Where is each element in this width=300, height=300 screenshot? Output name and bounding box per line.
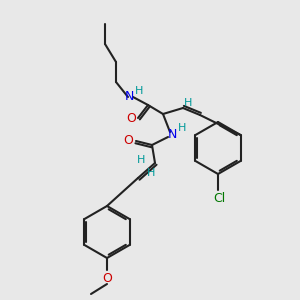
Text: Cl: Cl (213, 191, 225, 205)
Text: H: H (147, 168, 155, 178)
Text: O: O (126, 112, 136, 125)
Text: O: O (102, 272, 112, 284)
Text: H: H (178, 123, 186, 133)
Text: H: H (135, 86, 143, 96)
Text: N: N (124, 91, 134, 103)
Text: N: N (167, 128, 177, 140)
Text: H: H (137, 155, 145, 165)
Text: H: H (184, 98, 193, 107)
Text: O: O (123, 134, 133, 146)
